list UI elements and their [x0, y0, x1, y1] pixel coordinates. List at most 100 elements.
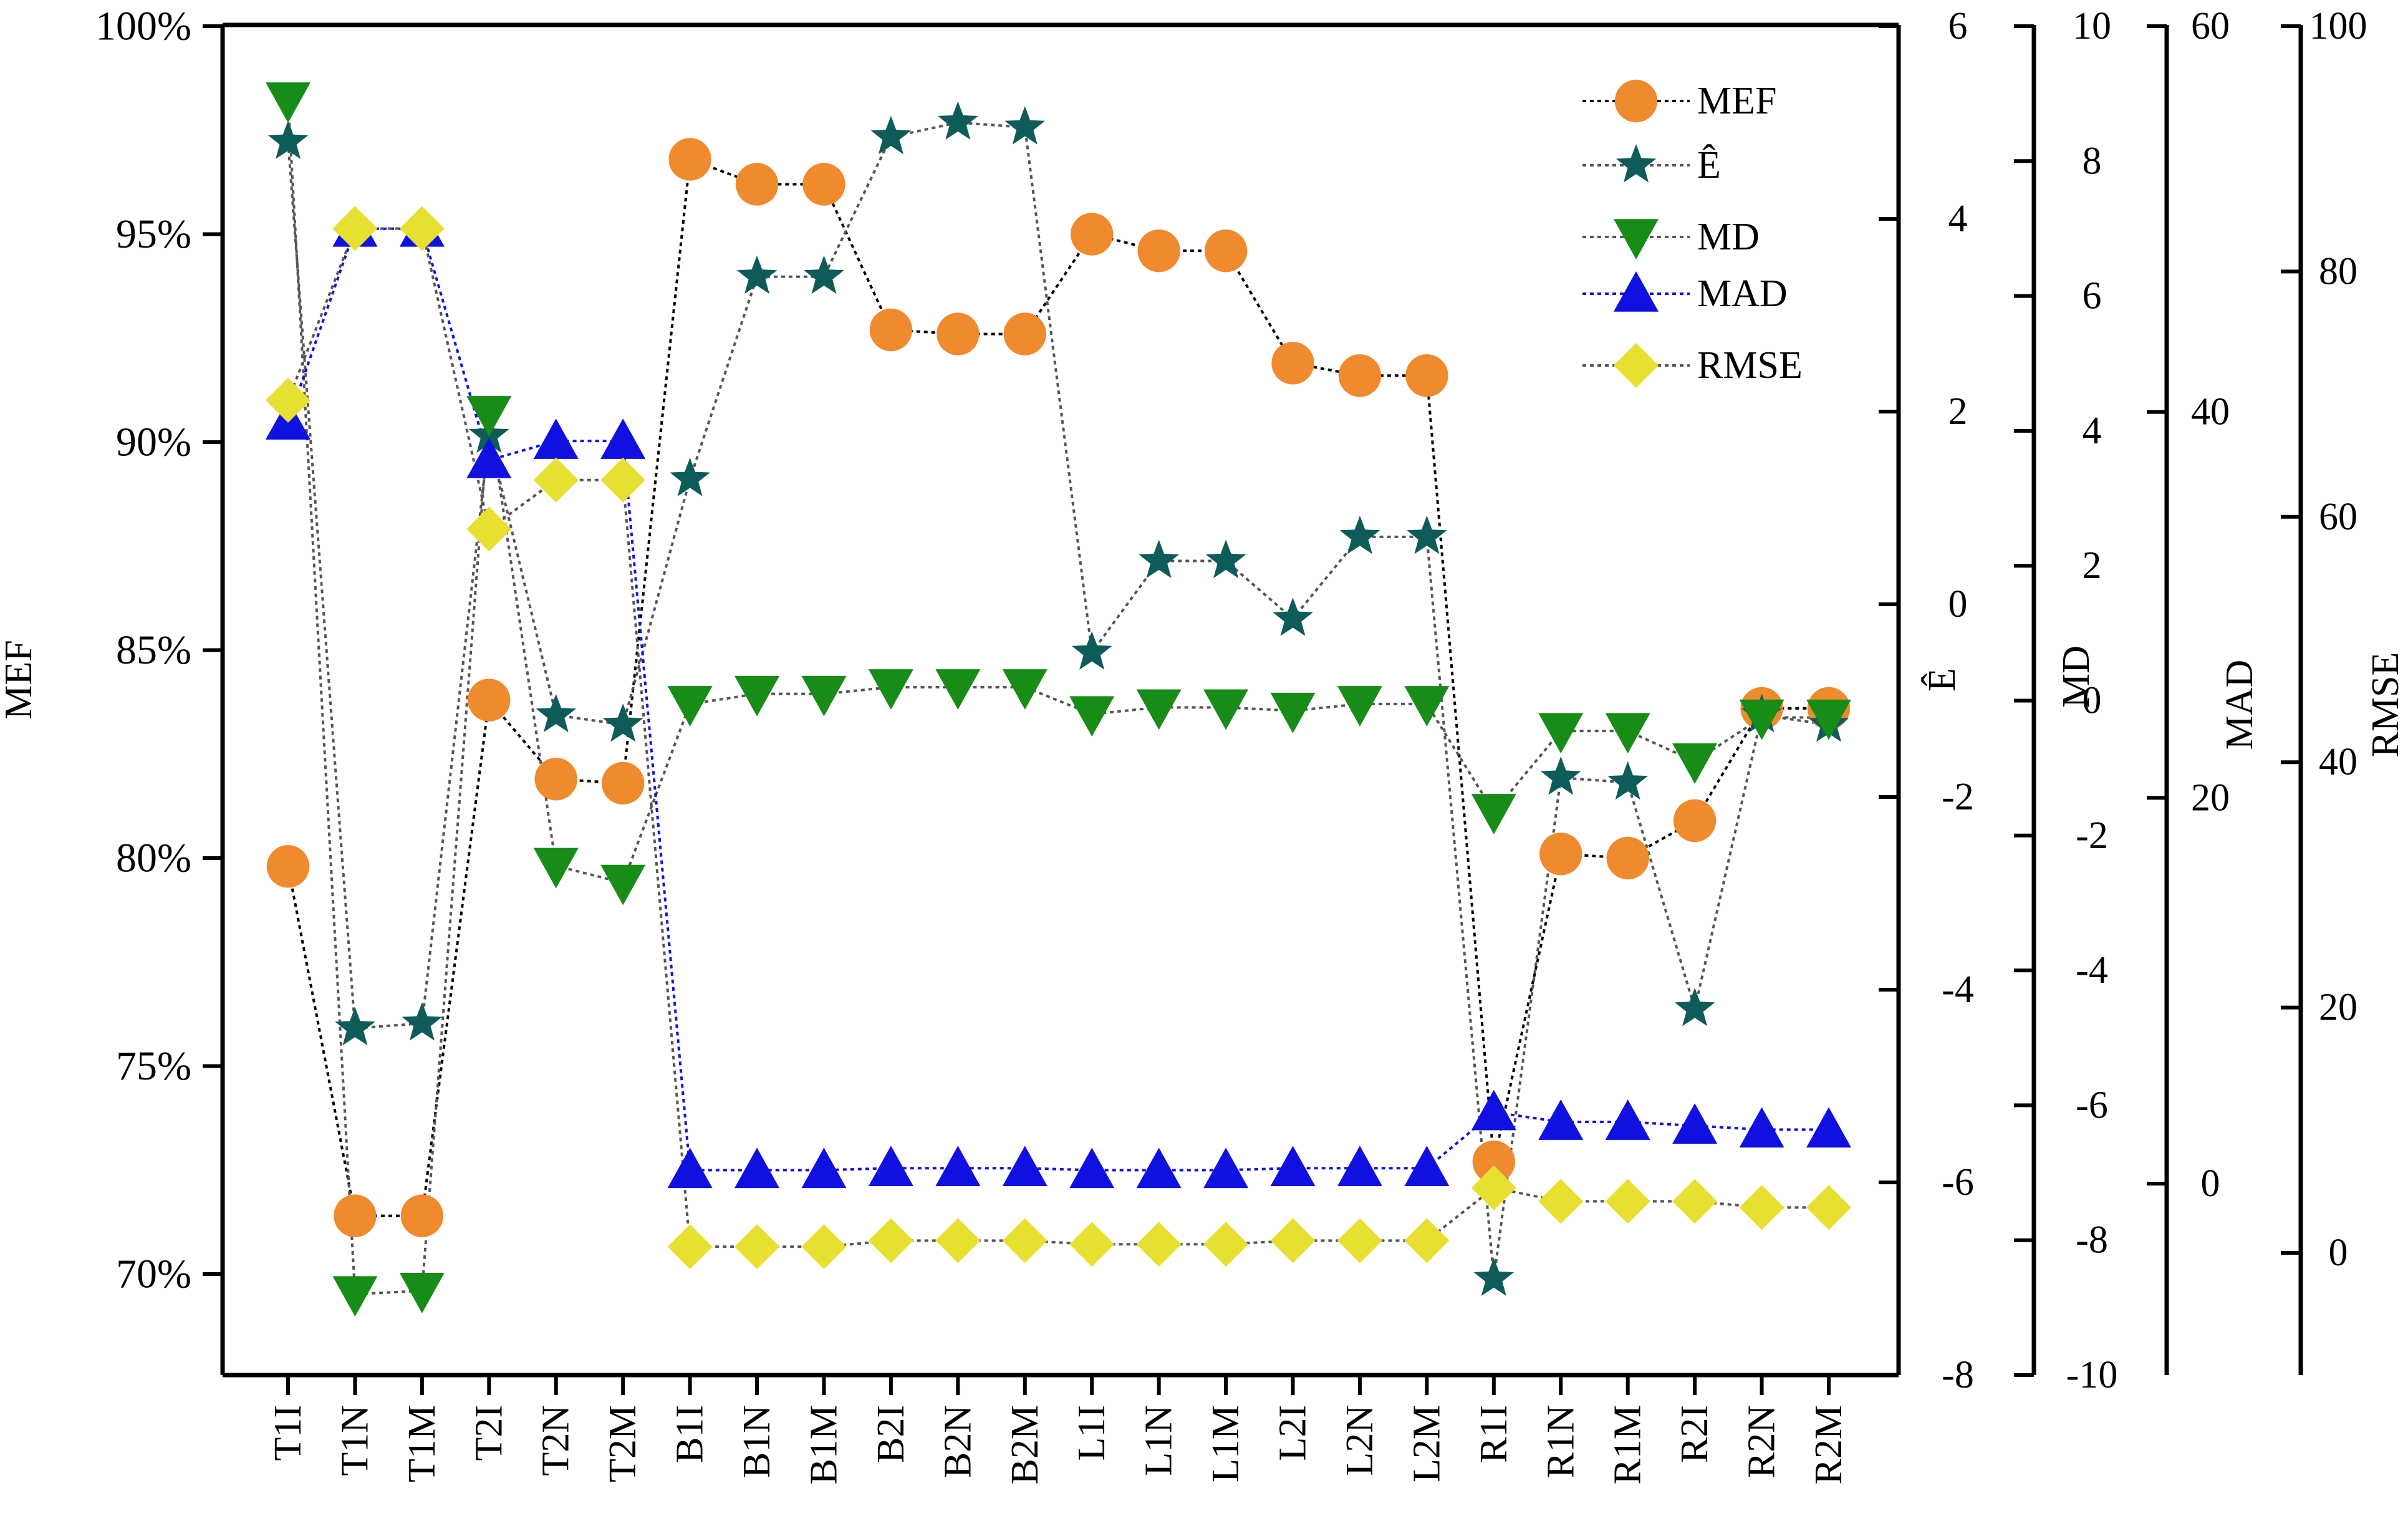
x-tick-label: R2I [1674, 1405, 1716, 1463]
mef-point [266, 845, 310, 888]
md-point [1337, 686, 1382, 727]
e-hat-point [1004, 106, 1046, 145]
md-point [1270, 692, 1316, 733]
rmse-point [1203, 1222, 1249, 1267]
x-tick-label: L1I [1071, 1405, 1113, 1461]
rmse-point [1337, 1218, 1382, 1263]
md-point [332, 1276, 378, 1317]
mad-point [1404, 1146, 1450, 1187]
x-tick-label: T1N [334, 1405, 376, 1476]
md-point [466, 396, 512, 437]
e-hat-point [1674, 987, 1715, 1026]
md-point [801, 675, 847, 717]
e-hat-point [1273, 597, 1313, 636]
e-axis-title: Ê [1921, 668, 1963, 692]
mef-point [1539, 833, 1582, 876]
md-tick-label: 10 [2073, 5, 2111, 47]
mef-point [1204, 229, 1248, 273]
md-series-line [287, 100, 1829, 1296]
x-tick-label: T2I [468, 1405, 510, 1461]
mad-point [1069, 1147, 1115, 1189]
x-tick-label: T1M [401, 1405, 443, 1482]
mef-point [400, 1194, 444, 1237]
legend-marker-e-hat [1616, 144, 1657, 183]
md-tick-label: -6 [2076, 1084, 2108, 1126]
e-hat-point [1407, 515, 1447, 554]
mad-point [667, 1147, 713, 1189]
x-tick-label: R1I [1473, 1405, 1515, 1463]
md-tick-label: -4 [2076, 949, 2108, 992]
e-tick-label: 0 [1948, 583, 1968, 625]
mef-point [1137, 229, 1180, 273]
rmse-point [1069, 1222, 1115, 1267]
x-tick-label: L1M [1205, 1405, 1247, 1482]
rmse-series-line [287, 227, 1829, 1248]
mef-point [1472, 1140, 1516, 1184]
rmse-point [266, 377, 311, 423]
mad-point [466, 438, 512, 478]
md-point [1404, 686, 1450, 727]
md-point [734, 675, 780, 717]
md-tick-label: 0 [2083, 680, 2102, 722]
mad-tick-label: 40 [2191, 391, 2230, 433]
e-hat-point [1540, 756, 1581, 795]
e-hat-point [536, 693, 577, 733]
e-tick-label: -8 [1942, 1354, 1974, 1396]
rmse-tick-label: 80 [2319, 250, 2357, 292]
rmse-point [868, 1218, 913, 1263]
legend-label-e-hat: Ê [1697, 144, 1721, 186]
x-tick-label: B2I [870, 1405, 912, 1463]
mef-point [668, 138, 711, 181]
mad-point [868, 1146, 913, 1187]
mef-point [1673, 799, 1717, 843]
md-point [1538, 713, 1584, 754]
x-tick-label: R1N [1539, 1405, 1582, 1478]
md-point [1739, 699, 1784, 740]
mad-point [600, 418, 646, 459]
md-tick-label: 6 [2083, 275, 2102, 317]
rmse-point [399, 206, 445, 251]
e-hat-point [1607, 761, 1648, 800]
md-point [1806, 699, 1851, 740]
rmse-tick-label: 100 [2309, 5, 2367, 47]
mad-point [1538, 1099, 1584, 1140]
mef-point [1606, 836, 1649, 880]
md-point [868, 669, 913, 710]
rmse-axis-title: RMSE [2364, 652, 2407, 758]
mad-point [801, 1147, 847, 1189]
legend-marker-rmse [1614, 343, 1659, 388]
axes-layer: T1I T1N T1M T2I T2N T2M B1I B1N B1M B2I B2N B2M L1I L… [0, 4, 2407, 1485]
rmse-point [466, 506, 512, 552]
mef-point [1338, 354, 1382, 397]
legend-label-mef: MEF [1697, 80, 1776, 122]
md-point [1471, 794, 1516, 834]
mef-point [869, 308, 913, 352]
mad-point [1672, 1103, 1718, 1144]
md-point [1605, 713, 1650, 754]
mef-point [1271, 342, 1314, 385]
mef-tick-label: 95% [116, 211, 191, 257]
x-tick-label: B2M [1004, 1405, 1046, 1484]
legend-marker-mad [1614, 271, 1659, 312]
e-hat-point [335, 1007, 375, 1046]
mef-point [735, 163, 779, 206]
e-tick-label: -4 [1942, 968, 1974, 1011]
rmse-tick-label: 20 [2319, 987, 2357, 1029]
rmse-point [734, 1224, 780, 1270]
rmse-point [667, 1224, 713, 1270]
x-tick-label: B1N [736, 1405, 778, 1478]
x-tick-label: T2N [535, 1405, 577, 1476]
mad-point [533, 418, 579, 459]
e-hat-point [402, 1002, 443, 1041]
x-tick-label: B1I [669, 1405, 711, 1463]
rmse-tick-label: 0 [2329, 1232, 2348, 1274]
mad-point [935, 1146, 981, 1187]
mad-tick-label: 60 [2191, 5, 2230, 47]
rmse-point [1404, 1218, 1450, 1263]
x-tick-label: L2N [1339, 1405, 1381, 1476]
e-tick-label: 6 [1948, 5, 1968, 47]
mef-tick-label: 85% [116, 627, 191, 673]
e-hat-point [736, 255, 778, 294]
md-point [1002, 669, 1047, 710]
